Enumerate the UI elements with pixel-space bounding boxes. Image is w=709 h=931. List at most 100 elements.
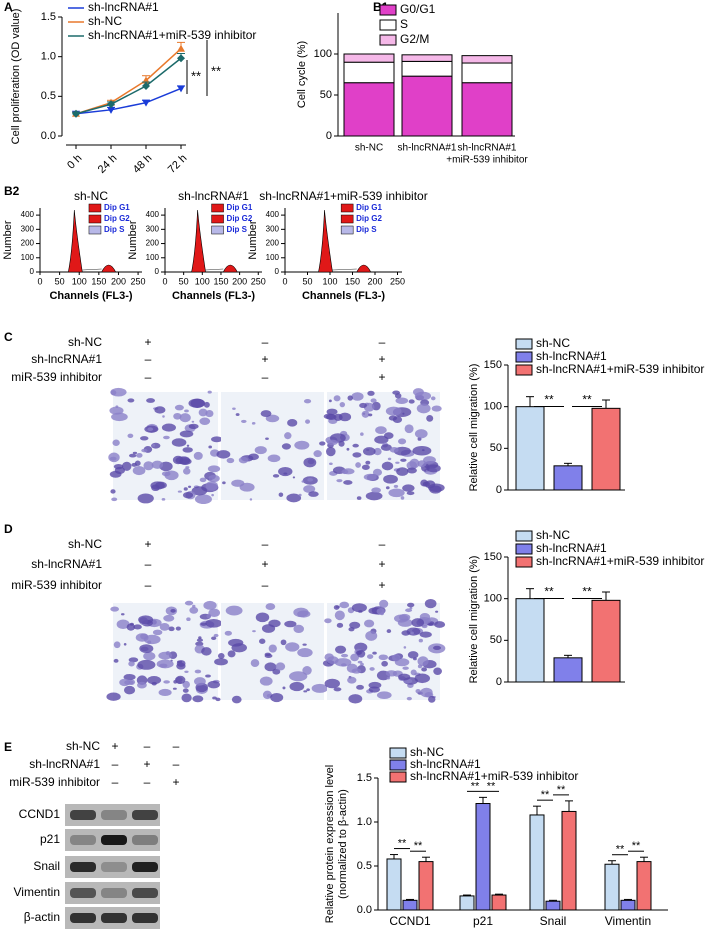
y-tick-label: 200	[146, 239, 160, 248]
cell	[226, 457, 235, 464]
significance: **	[582, 585, 592, 599]
cell	[212, 696, 217, 700]
g1-peak	[191, 209, 206, 273]
bar	[475, 803, 491, 911]
bar	[636, 861, 652, 911]
cell	[404, 424, 414, 434]
cell	[126, 623, 136, 631]
cell	[367, 390, 375, 396]
cell	[423, 456, 436, 464]
cell	[343, 480, 353, 485]
cell	[231, 643, 248, 653]
cell	[162, 415, 165, 418]
cell	[235, 413, 240, 417]
y-axis-label: Relative protein expression level	[324, 765, 336, 923]
legend-label: sh-NC	[536, 336, 570, 350]
cell	[326, 446, 336, 457]
cell	[341, 653, 349, 658]
legend-label: sh-NC	[536, 528, 570, 542]
blot-band	[132, 862, 158, 872]
cell	[116, 619, 130, 629]
cell	[406, 467, 417, 474]
y-tick-label: 100	[484, 401, 502, 413]
cell	[339, 601, 350, 609]
cell	[313, 450, 322, 458]
cell	[278, 492, 284, 497]
cell	[335, 645, 347, 654]
cell	[170, 609, 176, 613]
cell	[421, 667, 428, 672]
cell	[201, 647, 212, 656]
cell	[172, 455, 184, 465]
error-bar	[463, 894, 471, 896]
legend-swatch	[211, 214, 224, 224]
y-tick-label: 200	[21, 239, 35, 248]
x-tick-label: sh-lncRNA#1	[398, 143, 457, 154]
cell	[208, 608, 221, 617]
y-axis-label: (normalized to β-actin)	[337, 789, 349, 899]
x-tick-label: sh-lncRNA#1	[458, 143, 517, 154]
y-axis-label: Relative cell migration (%)	[468, 364, 480, 492]
panel-label: D	[4, 522, 13, 536]
cell	[346, 447, 350, 451]
cell	[184, 600, 194, 606]
cell	[352, 443, 359, 448]
cell	[205, 481, 218, 491]
cell	[248, 453, 259, 461]
condition-sign: +	[261, 557, 268, 571]
x-tick-label: 250	[251, 276, 266, 286]
error-bar	[564, 462, 572, 466]
cell	[208, 445, 212, 449]
cell	[426, 414, 434, 422]
condition-sign: +	[378, 557, 385, 571]
blot-strip	[65, 882, 160, 904]
cell	[389, 446, 399, 453]
cell	[141, 448, 148, 453]
legend-swatch	[389, 759, 407, 771]
y-tick-label: 100	[266, 253, 280, 262]
bar	[459, 895, 475, 911]
condition-sign: –	[262, 537, 269, 551]
error-bar	[640, 856, 648, 862]
cell	[350, 653, 359, 662]
condition-label: sh-NC	[68, 335, 102, 349]
cell	[161, 498, 166, 501]
cell	[301, 480, 305, 483]
g2-peak	[356, 264, 372, 273]
x-tick-label: p21	[473, 914, 493, 928]
cell	[342, 468, 355, 475]
cell	[325, 413, 337, 421]
y-tick-label: 400	[266, 210, 280, 219]
y-axis-label: Number	[247, 220, 259, 259]
cell	[329, 462, 333, 466]
cell	[398, 673, 411, 681]
cell	[370, 398, 377, 403]
cell	[420, 687, 433, 698]
cell	[108, 452, 120, 463]
cell	[386, 629, 392, 634]
blot-band	[132, 913, 158, 923]
cell	[394, 393, 402, 399]
cell	[302, 666, 312, 675]
bar	[491, 894, 507, 911]
blot-band	[132, 810, 158, 820]
legend-label: S	[400, 17, 408, 31]
condition-sign: –	[145, 370, 152, 384]
cell	[409, 607, 413, 610]
cell	[403, 646, 407, 649]
cell	[207, 390, 212, 394]
x-tick-label: 24 h	[96, 152, 120, 176]
cell	[265, 603, 276, 610]
legend-swatch	[515, 364, 533, 376]
x-tick-label: Vimentin	[605, 914, 651, 928]
condition-sign: –	[145, 578, 152, 592]
cell	[161, 423, 176, 432]
x-tick-label: 200	[111, 276, 126, 286]
condition-label: sh-NC	[68, 537, 102, 551]
y-tick-label: 300	[266, 224, 280, 233]
x-tick-label: 150	[345, 276, 360, 286]
cell	[319, 441, 326, 446]
cell	[388, 415, 398, 421]
bar	[515, 598, 545, 683]
cell	[324, 618, 332, 624]
